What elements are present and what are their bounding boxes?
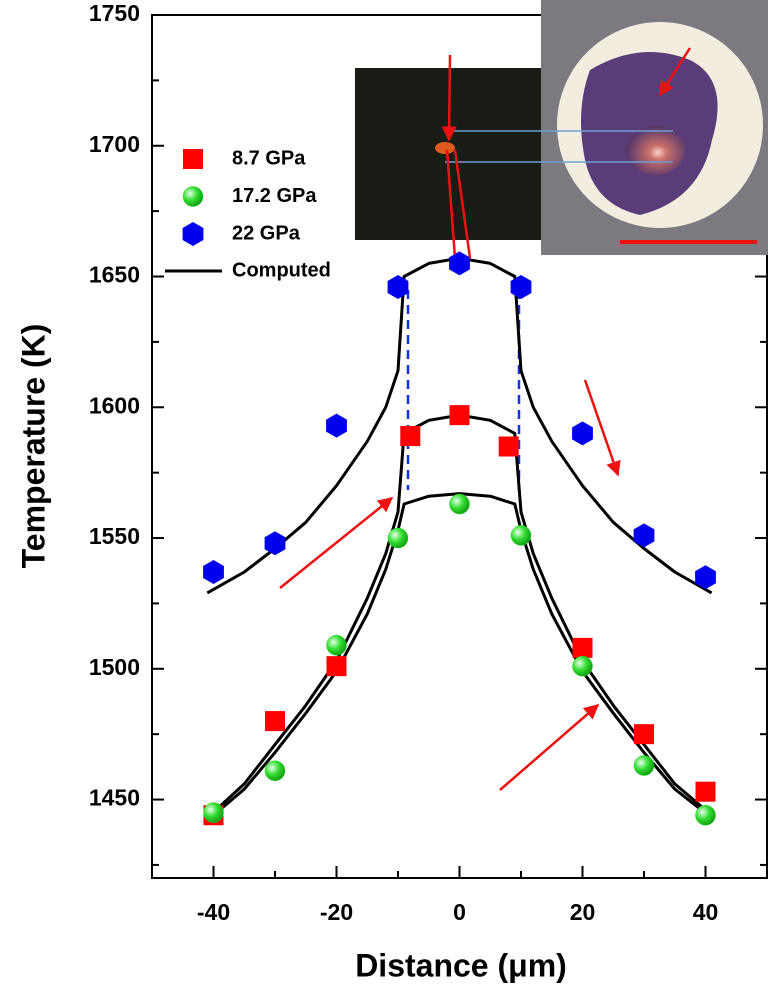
legend-label: Computed <box>232 259 331 281</box>
data-point <box>449 493 470 515</box>
data-point <box>400 426 421 447</box>
y-axis-title: Temperature (K) <box>15 324 51 569</box>
legend-marker <box>183 149 203 169</box>
data-point <box>326 413 347 438</box>
x-tick-label: -20 <box>320 899 353 925</box>
data-point <box>203 802 224 823</box>
data-point <box>264 760 286 782</box>
x-tick-label: 0 <box>453 899 466 925</box>
data-point <box>203 560 224 584</box>
legend-label: 17.2 GPa <box>232 185 317 207</box>
data-point <box>326 635 347 656</box>
y-tick-label: 1750 <box>89 0 140 26</box>
data-point <box>387 527 409 549</box>
y-tick-label: 1700 <box>89 131 140 157</box>
x-axis-title: Distance (μm) <box>355 947 567 983</box>
pinhole-line <box>453 149 472 259</box>
x-tick-label: -40 <box>197 899 230 925</box>
data-point <box>695 804 716 826</box>
pinhole-arrow <box>441 54 457 142</box>
y-tick-label: 1650 <box>89 262 140 288</box>
computed-line <box>206 413 713 820</box>
data-point <box>572 637 593 658</box>
x-tick-label: 20 <box>570 899 596 925</box>
data-point <box>449 405 470 426</box>
data-point <box>510 275 532 299</box>
data-point <box>695 565 716 590</box>
data-point <box>265 711 285 732</box>
y-tick-label: 1450 <box>89 785 140 811</box>
legend-marker <box>182 222 204 246</box>
y-tick-label: 1500 <box>89 654 140 680</box>
legend-label: 22 GPa <box>232 222 301 244</box>
data-point <box>634 724 654 745</box>
inset-b <box>541 0 768 255</box>
data-point <box>633 523 655 548</box>
data-point <box>498 436 519 457</box>
data-point <box>387 275 409 299</box>
computed-line <box>206 492 713 822</box>
legend-label: 8.7 GPa <box>232 147 306 169</box>
data-point <box>264 531 286 556</box>
data-point <box>633 755 655 776</box>
hotspot-glow <box>435 142 455 154</box>
data-point <box>326 656 347 677</box>
data-point <box>449 251 470 276</box>
legend-marker <box>182 186 204 207</box>
y-tick-label: 1600 <box>89 392 140 418</box>
k-arrow <box>583 379 621 477</box>
k-arrow <box>499 704 600 791</box>
nickel-arrow <box>658 47 692 97</box>
nickel-spot <box>625 125 685 175</box>
data-point <box>510 525 532 546</box>
y-tick-label: 1550 <box>89 523 140 549</box>
k-arrow <box>279 497 394 589</box>
pinhole-line <box>445 149 457 259</box>
data-point <box>572 421 593 446</box>
data-point <box>572 655 593 677</box>
x-tick-label: 40 <box>693 899 719 925</box>
data-point <box>695 781 716 802</box>
